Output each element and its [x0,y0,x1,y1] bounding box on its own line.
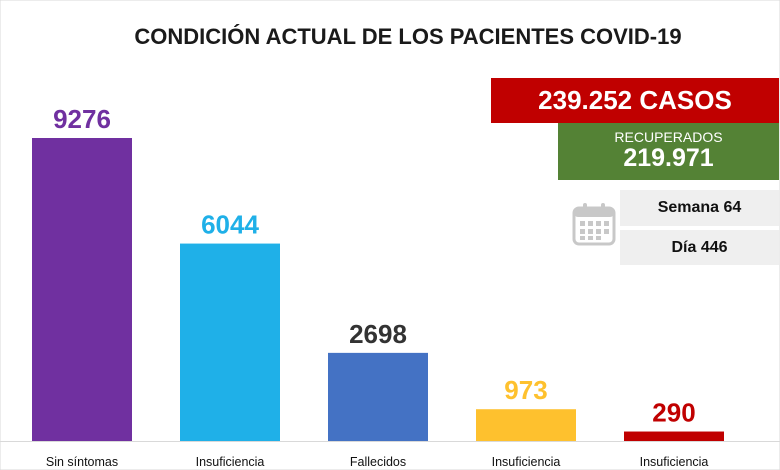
value-label-2: 6044 [201,210,259,240]
value-label-1: 9276 [53,104,111,134]
value-label-5: 290 [652,398,695,428]
total-cases-text: 239.252 CASOS [538,85,732,115]
recovered-label: RECUPERADOS [614,129,723,146]
category-label-5: Insuficiencia [640,455,709,469]
category-label-4: Insuficiencia [492,455,561,469]
bar-4 [476,409,576,441]
category-label-2: Insuficiencia [196,455,265,469]
bar-3 [328,352,428,441]
calendar-icon [572,203,616,246]
total-cases-badge: 239.252 CASOS [491,78,779,123]
bar-1 [32,138,132,441]
day-text: Día 446 [671,238,728,256]
value-label-4: 973 [504,375,547,405]
recovered-badge: RECUPERADOS 219.971 [558,123,779,180]
day-badge: Día 446 [620,230,779,265]
value-label-3: 2698 [349,319,407,349]
category-label-1: Sin síntomas [46,455,118,469]
category-label-3: Fallecidos [350,455,406,469]
week-badge: Semana 64 [620,190,779,226]
recovered-value: 219.971 [623,144,714,173]
bar-2 [180,243,280,441]
chart-title: CONDICIÓN ACTUAL DE LOS PACIENTES COVID-… [134,24,681,49]
week-text: Semana 64 [657,199,742,216]
bar-5 [624,431,724,441]
